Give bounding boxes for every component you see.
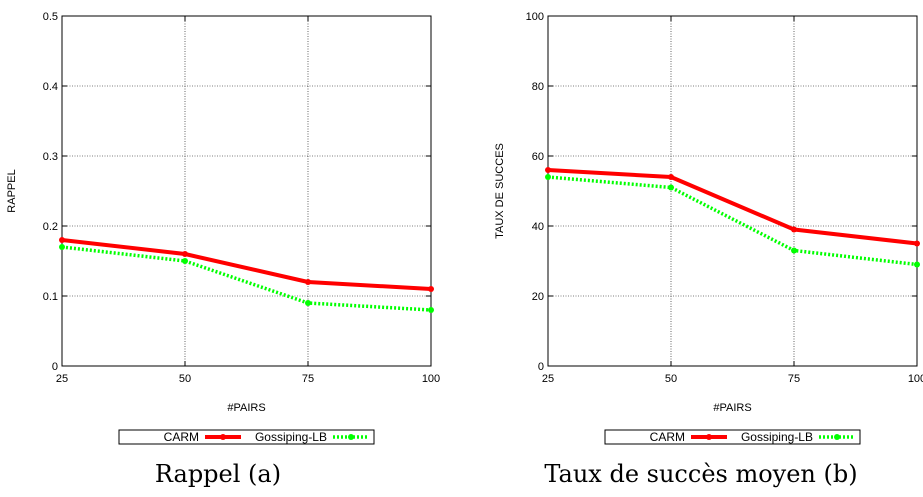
data-point-gossiping-lb: [428, 307, 434, 313]
legend: CARM Gossiping-LB: [604, 429, 861, 445]
y-axis-title: RAPPEL: [6, 169, 18, 212]
legend-marker-carm: [220, 434, 226, 440]
y-tick-label: 20: [532, 291, 544, 303]
data-point-gossiping-lb: [668, 184, 674, 191]
x-tick-label: 100: [908, 373, 923, 385]
series-line-carm: [547, 168, 918, 246]
series-line-gossiping-lb: [547, 175, 918, 267]
data-point-carm: [545, 167, 551, 173]
plot-frame: [547, 15, 918, 367]
data-point-carm: [305, 279, 311, 285]
series-line-gossiping-lb: [61, 245, 432, 312]
data-point-carm: [791, 226, 797, 233]
series-line-carm: [61, 238, 432, 291]
y-tick-label: 40: [532, 221, 544, 233]
y-tick-label: 0: [538, 361, 544, 373]
y-tick-label: 0.3: [43, 151, 58, 163]
data-point-carm: [59, 237, 65, 243]
x-tick-label: 75: [302, 373, 314, 385]
x-tick-label: 50: [179, 373, 191, 385]
chart-taux-de-succes: 0 20 40 60 80 100 25 50 75 100 #PAIRS TAUX DE SUCCE…: [494, 11, 923, 488]
y-tick-label: 80: [532, 81, 544, 93]
x-axis-title: #PAIRS: [713, 402, 751, 414]
x-tick-label: 75: [788, 373, 800, 385]
chart-caption: Taux de succès moyen (b): [544, 460, 857, 488]
legend-label-gossiping-lb: Gossiping-LB: [741, 430, 813, 444]
data-point-gossiping-lb: [305, 300, 311, 306]
data-point-carm: [914, 240, 920, 247]
x-axis-title: #PAIRS: [227, 402, 265, 414]
legend-label-carm: CARM: [164, 430, 199, 444]
legend-marker-gossiping-lb: [348, 434, 354, 440]
x-tick-label: 25: [542, 373, 554, 385]
legend-box: [118, 429, 375, 445]
chart-caption: Rappel (a): [155, 460, 281, 488]
legend-marker-gossiping-lb: [834, 434, 840, 440]
y-axis-title: TAUX DE SUCCES: [494, 143, 506, 239]
y-tick-label: 100: [526, 11, 544, 23]
x-tick-label: 100: [422, 373, 440, 385]
data-point-gossiping-lb: [59, 244, 65, 250]
data-point-gossiping-lb: [914, 261, 920, 268]
y-tick-label: 0.5: [43, 11, 58, 23]
data-point-carm: [182, 251, 188, 257]
data-point-carm: [428, 286, 434, 292]
y-tick-label: 0.2: [43, 221, 58, 233]
legend-label-gossiping-lb: Gossiping-LB: [255, 430, 327, 444]
legend: CARM Gossiping-LB: [118, 429, 375, 445]
data-point-gossiping-lb: [791, 247, 797, 254]
x-tick-label: 25: [56, 373, 68, 385]
y-tick-label: 0: [52, 361, 58, 373]
y-tick-label: 0.1: [43, 291, 58, 303]
legend-marker-carm: [706, 434, 712, 440]
plot-frame: [61, 15, 432, 367]
legend-box: [604, 429, 861, 445]
data-point-carm: [668, 174, 674, 180]
data-point-gossiping-lb: [545, 174, 551, 180]
y-tick-label: 0.4: [43, 81, 58, 93]
x-tick-label: 50: [665, 373, 677, 385]
data-point-gossiping-lb: [182, 258, 188, 264]
chart-rappel: 0 0.1 0.2 0.3 0.4 0.5 25 50 75 100 #PAIRS RAPPEL CAR…: [6, 11, 440, 488]
legend-label-carm: CARM: [650, 430, 685, 444]
y-tick-label: 60: [532, 151, 544, 163]
